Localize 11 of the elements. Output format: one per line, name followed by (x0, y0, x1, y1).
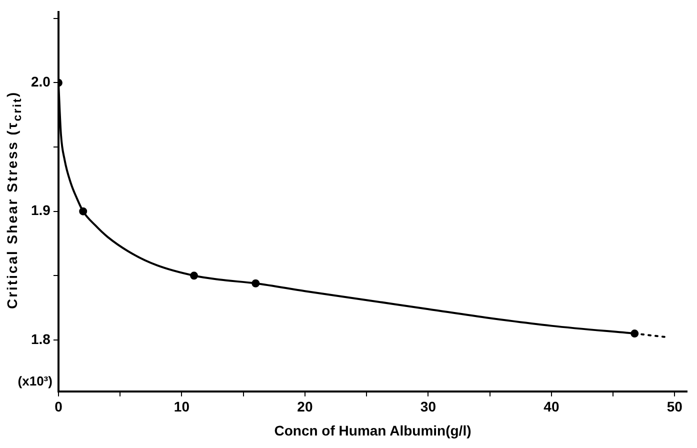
x-tick-label: 0 (54, 398, 63, 415)
y-tick-label: 2.0 (30, 74, 51, 90)
x-tick-label: 30 (420, 398, 436, 415)
y-tick-label: 1.8 (30, 330, 51, 347)
x-tick-label: 20 (297, 398, 313, 415)
x-axis-title: Concn of Human Albumin(g/l) (274, 422, 472, 438)
text: (x10³) (18, 374, 52, 389)
y-tick-label: 1.9 (30, 202, 51, 218)
x-tick-label: 10 (174, 398, 190, 415)
x-tick-label: 50 (666, 398, 683, 415)
x-tick-label: 40 (544, 398, 560, 415)
